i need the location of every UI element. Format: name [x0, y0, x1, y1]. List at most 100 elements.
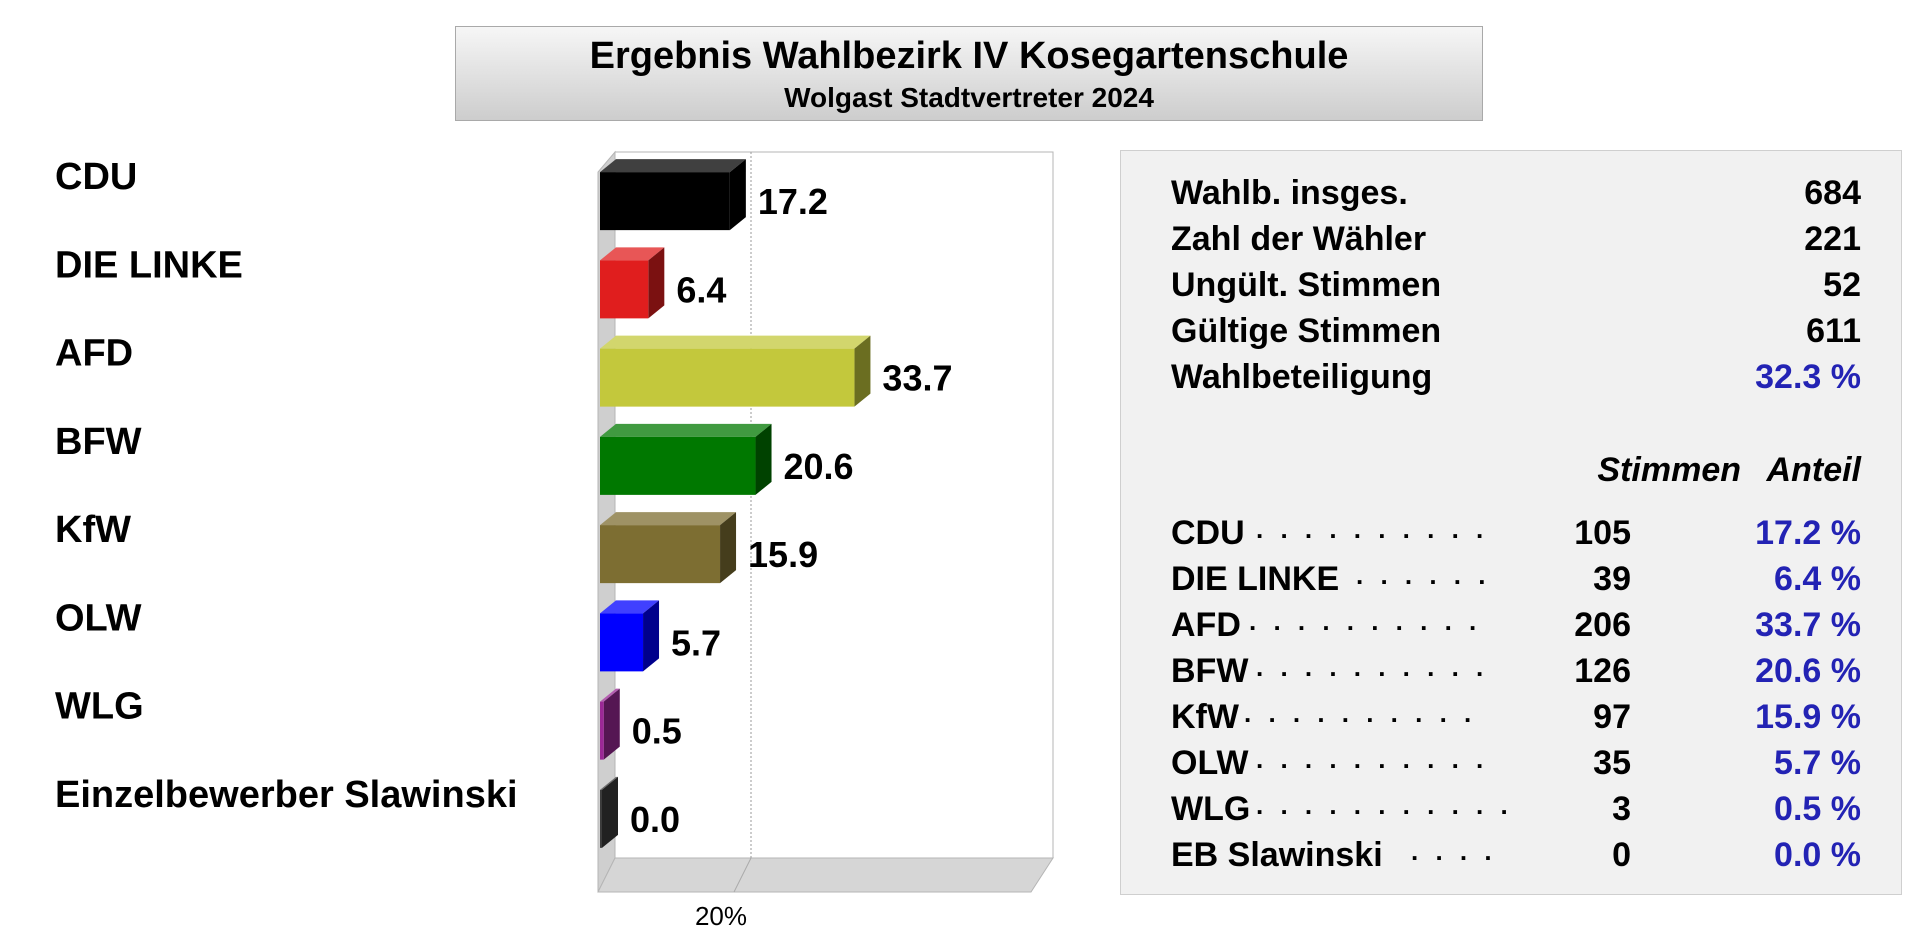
leader-dots: . . . . . . . . . . — [1256, 652, 1489, 682]
party-votes: 39 — [1593, 560, 1631, 598]
party-share: 15.9 % — [1755, 698, 1861, 736]
category-label: BFW — [55, 421, 142, 463]
party-votes: 3 — [1612, 790, 1631, 828]
party-name: AFD — [1171, 606, 1241, 644]
bar-top — [600, 159, 746, 173]
party-share: 17.2 % — [1755, 514, 1861, 552]
bar — [600, 348, 855, 407]
party-votes: 97 — [1593, 698, 1631, 736]
bar-top — [600, 335, 871, 349]
bar-top — [600, 512, 737, 526]
party-share: 0.5 % — [1774, 790, 1861, 828]
bar — [600, 436, 756, 495]
leader-dots: . . . . . . . . . . . — [1256, 790, 1513, 820]
party-name: DIE LINKE — [1171, 560, 1340, 598]
party-row: AFD . . . . . . . . . . 206 33.7 % — [1171, 606, 1861, 646]
party-share: 20.6 % — [1755, 652, 1861, 690]
bar-side — [729, 159, 746, 231]
party-share: 6.4 % — [1774, 560, 1861, 598]
stat-label: Wahlbeteiligung — [1171, 358, 1433, 396]
category-label: DIE LINKE — [55, 244, 243, 286]
stat-label: Ungült. Stimmen — [1171, 266, 1442, 304]
data-label: 20.6 — [784, 446, 854, 487]
party-row: WLG. . . . . . . . . . . 3 0.5 % — [1171, 790, 1861, 830]
data-label: 5.7 — [671, 622, 721, 663]
votes-column-header: Stimmen — [1597, 451, 1741, 489]
party-votes: 105 — [1574, 514, 1631, 552]
bar-side — [720, 512, 737, 584]
x-tick-label: 20% — [695, 901, 747, 931]
floor-gridline — [733, 857, 752, 893]
leader-dots: . . . . . . . . . . — [1256, 514, 1489, 544]
share-column-header: Anteil — [1766, 451, 1861, 489]
party-row: EB Slawinski . . . . 0 0.0 % — [1171, 836, 1861, 876]
party-votes: 35 — [1593, 744, 1631, 782]
party-votes: 206 — [1574, 606, 1631, 644]
party-share: 0.0 % — [1774, 836, 1861, 874]
bar — [600, 260, 649, 319]
bar-top — [600, 423, 772, 437]
stat-value: 684 — [1804, 174, 1861, 212]
category-label: WLG — [55, 686, 144, 728]
bar-side — [648, 247, 665, 319]
bar — [600, 613, 644, 672]
party-name: EB Slawinski — [1171, 836, 1383, 874]
category-label: AFD — [55, 333, 133, 375]
stat-label: Zahl der Wähler — [1171, 220, 1427, 258]
category-label: OLW — [55, 597, 142, 639]
party-name: WLG — [1171, 790, 1251, 828]
party-name: OLW — [1171, 744, 1249, 782]
stat-label: Gültige Stimmen — [1171, 312, 1442, 350]
bar — [600, 701, 604, 760]
data-label: 15.9 — [748, 534, 818, 575]
leader-dots: . . . . . . . . . . — [1244, 698, 1477, 728]
party-share: 5.7 % — [1774, 744, 1861, 782]
category-label: KfW — [55, 509, 131, 551]
party-name: CDU — [1171, 514, 1245, 552]
bar — [600, 789, 602, 848]
bar-chart: 20% CDU 17.2 DIE LINKE 6.4 AFD 33.7 BFW 20.6 KfW 1… — [55, 150, 1054, 931]
bar-top — [600, 688, 620, 702]
party-votes: 0 — [1612, 836, 1631, 874]
leader-dots: . . . . . . . . . . — [1256, 744, 1489, 774]
leader-dots: . . . . . . — [1356, 560, 1491, 590]
category-label: Einzelbewerber Slawinski — [55, 774, 518, 816]
bar — [600, 525, 721, 584]
data-label: 6.4 — [676, 269, 726, 310]
bar-top — [600, 600, 660, 614]
stats-panel: Wahlb. insges. 684 Zahl der Wähler 221 Ungül… — [1120, 150, 1902, 895]
bar-side — [643, 600, 660, 672]
party-name: BFW — [1171, 652, 1249, 690]
stat-value: 221 — [1804, 220, 1861, 258]
party-name: KfW — [1171, 698, 1239, 736]
stat-row: Wahlb. insges. 684 — [1171, 174, 1861, 214]
leader-dots: . . . . — [1411, 836, 1497, 866]
stat-value: 52 — [1823, 266, 1861, 304]
party-share: 33.7 % — [1755, 606, 1861, 644]
stat-value: 611 — [1806, 312, 1861, 350]
bar-side — [603, 688, 620, 760]
category-label: CDU — [55, 156, 137, 198]
stat-row: Zahl der Wähler 221 — [1171, 220, 1861, 260]
party-row: BFW. . . . . . . . . . 126 20.6 % — [1171, 652, 1861, 692]
party-row: KfW. . . . . . . . . . 97 15.9 % — [1171, 698, 1861, 738]
bar-top — [600, 247, 665, 261]
party-row: DIE LINKE . . . . . . 39 6.4 % — [1171, 560, 1861, 600]
stat-value: 32.3 % — [1755, 358, 1861, 396]
chart-title: Ergebnis Wahlbezirk IV Kosegartenschule — [589, 35, 1349, 77]
bar-top — [600, 776, 618, 790]
plot-floor — [597, 857, 1054, 893]
leader-dots: . . . . . . . . . . — [1249, 606, 1482, 636]
bar-side — [755, 423, 772, 495]
party-row: OLW. . . . . . . . . . 35 5.7 % — [1171, 744, 1861, 784]
bar — [600, 172, 730, 231]
party-row: CDU . . . . . . . . . . 105 17.2 % — [1171, 514, 1861, 554]
data-label: 0.5 — [632, 711, 682, 752]
stat-row: Ungült. Stimmen 52 — [1171, 266, 1861, 306]
stat-row: Wahlbeteiligung 32.3 % — [1171, 358, 1861, 398]
stat-label: Wahlb. insges. — [1171, 174, 1408, 212]
bar-side — [602, 776, 618, 848]
chart-title-box: Ergebnis Wahlbezirk IV Kosegartenschule … — [455, 26, 1483, 121]
bar-side — [854, 335, 871, 407]
plot-back-wall — [614, 151, 1054, 859]
